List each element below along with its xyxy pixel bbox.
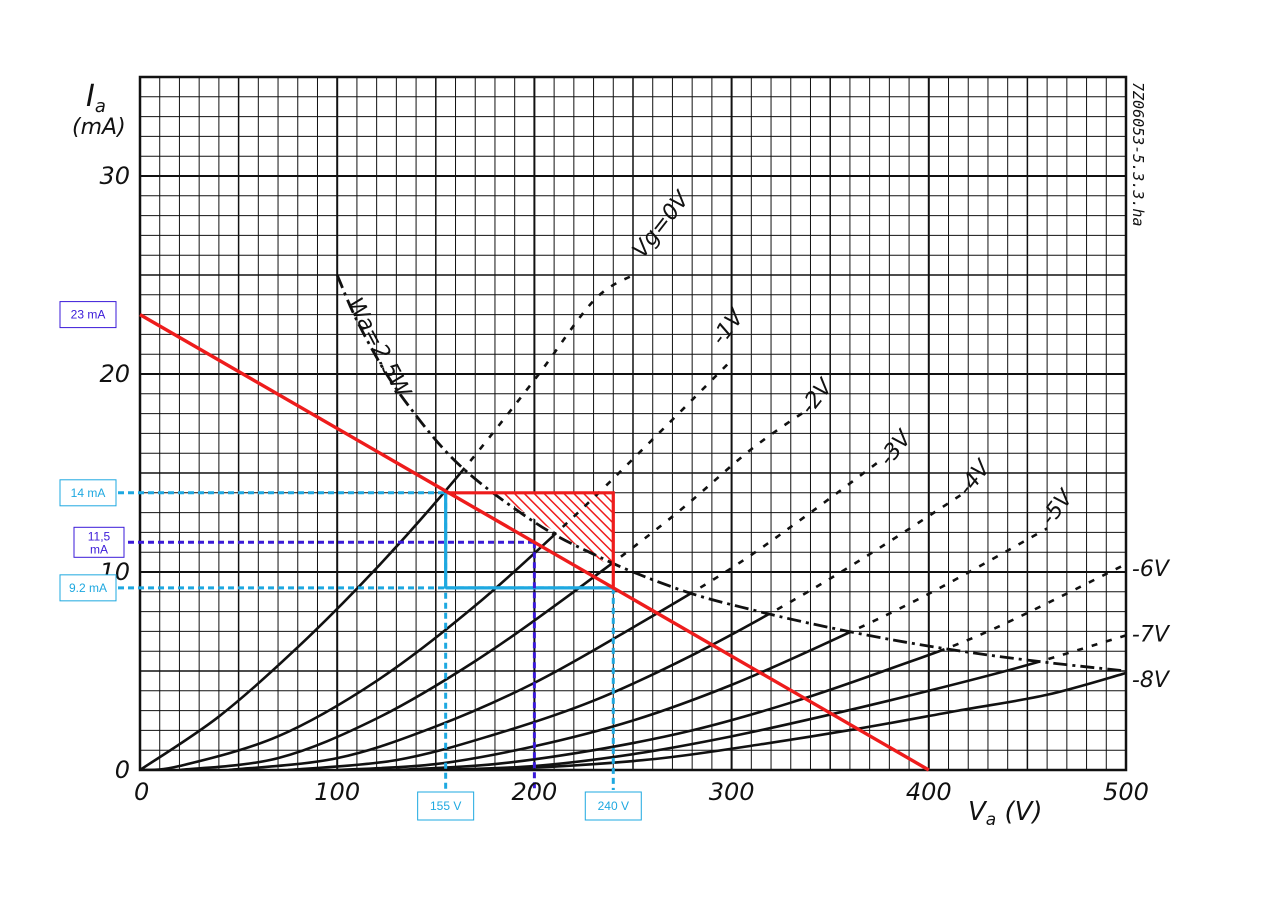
y-axis-symbol: I	[86, 79, 95, 114]
x-value-box	[584, 791, 642, 821]
curve-label-7v: -7V	[1132, 622, 1171, 647]
red-triangle	[445, 491, 615, 588]
x-tick-label: 100	[314, 778, 360, 806]
x-axis-symbol: V	[968, 797, 988, 827]
curve-label-5v: -5V	[1036, 484, 1080, 530]
value-boxes: 23 mA 14 mA 11,5mA 9.2 mA 155 V 240 V	[59, 301, 642, 821]
y-value-label: 11,5	[88, 529, 111, 543]
curve-5v	[337, 527, 1048, 770]
curve-4v	[287, 491, 966, 770]
y-value-label: 23 mA	[71, 308, 106, 322]
x-axis-label: Va (V)	[968, 797, 1043, 830]
grid-voltage-curves	[140, 273, 1126, 770]
x-value-label: 155 V	[430, 799, 461, 813]
annotation-layer	[118, 491, 615, 790]
y-value-box	[59, 301, 117, 329]
plot-frame	[138, 75, 1128, 772]
y-tick-label: 0	[115, 756, 130, 784]
load-line-layer	[139, 313, 930, 772]
curve-8v	[465, 671, 1126, 770]
y-value-label: 14 mA	[71, 486, 106, 500]
curve-label-1v: -1V	[707, 304, 751, 350]
major-grid	[139, 76, 1127, 771]
y-value-box	[59, 574, 117, 602]
power-curve-layer	[335, 274, 1126, 673]
x-tick-label: 300	[709, 778, 755, 806]
x-axis-unit: (V)	[996, 797, 1042, 827]
curve-label-3v: -3V	[874, 425, 918, 471]
curve-labels: Vg=0V-1V -2V -3V -4V -5V -6V -7V -8V Wa=2.5W	[342, 186, 1171, 693]
x-value-label: 240 V	[598, 799, 629, 813]
curve-label-vg0v: Vg=0V	[628, 186, 696, 263]
curve-vg0v	[140, 273, 634, 770]
curve-label-2v: -2V	[796, 373, 840, 419]
y-axis-label: Ia (mA)	[72, 79, 126, 140]
x-value-box	[417, 791, 475, 821]
curve-7v	[435, 634, 1126, 770]
curve-1v	[140, 359, 733, 770]
y-tick-label: 20	[99, 360, 130, 388]
y-value-label: mA	[90, 542, 108, 556]
curve-6v	[396, 562, 1126, 770]
y-axis-title: Ia (mA)	[72, 79, 126, 140]
x-tick-label: 200	[511, 778, 557, 806]
x-tick-label: 400	[906, 778, 952, 806]
curve-label-4v: -4V	[953, 454, 997, 500]
y-value-label: 9.2 mA	[69, 581, 107, 595]
curve-label-8v: -8V	[1132, 668, 1171, 693]
power-curve	[335, 274, 1126, 673]
x-tick-label: 0	[134, 778, 149, 806]
y-value-box	[59, 479, 117, 507]
load-line	[139, 313, 930, 772]
power-curve-label: Wa=2.5W	[342, 294, 416, 403]
x-axis-subscript: a	[986, 810, 996, 830]
y-axis-unit: (mA)	[72, 115, 126, 140]
curve-3v	[228, 460, 881, 770]
x-tick-label: 500	[1103, 778, 1149, 806]
y-value-box	[73, 526, 125, 558]
curve-label-6v: -6V	[1132, 557, 1171, 582]
curve-2v	[179, 406, 812, 770]
reference-code: 7Z06053-5.3.3.ha	[1129, 82, 1147, 227]
y-tick-label: 30	[99, 162, 130, 190]
y-axis-subscript: a	[95, 96, 106, 117]
